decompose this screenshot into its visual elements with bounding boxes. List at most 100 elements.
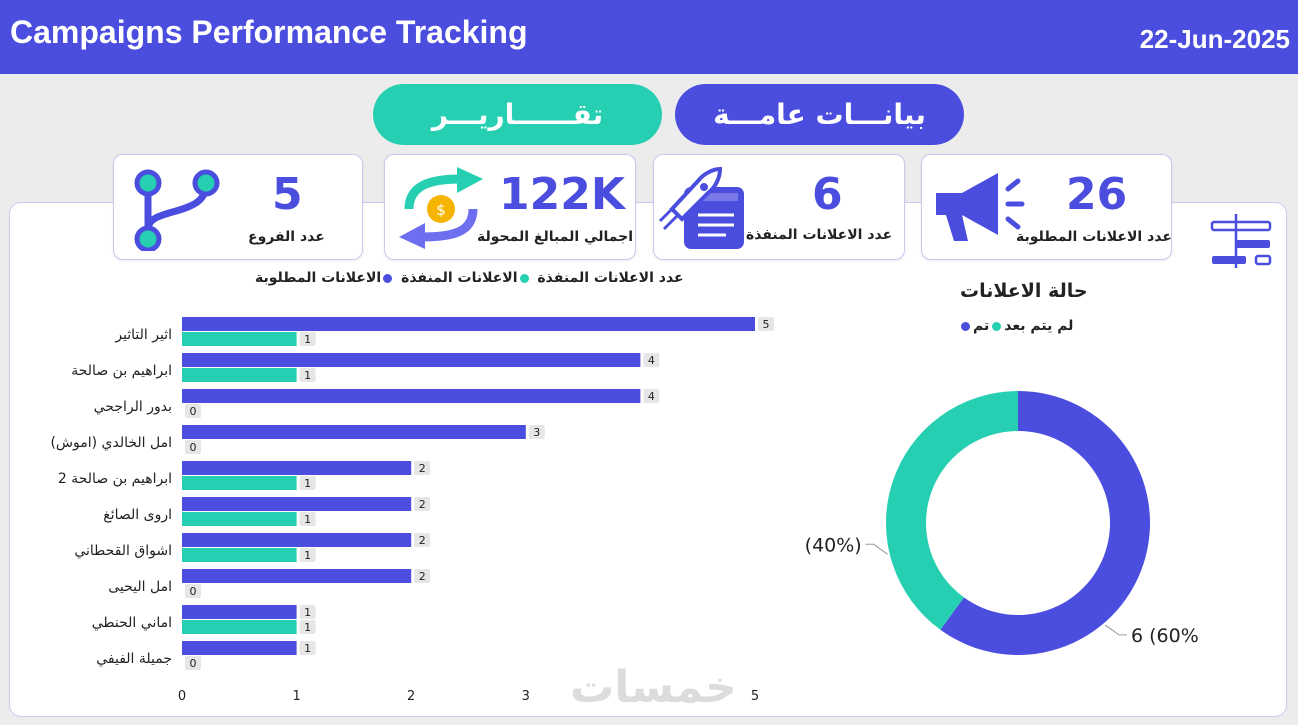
bar-legend-executed: الاعلانات المنفذة <box>401 270 518 286</box>
bar-requested[interactable] <box>182 317 755 331</box>
kpi-card-amounts: $ 122K اجمالي المبالغ المحولة <box>384 154 636 260</box>
data-label: 1 <box>304 369 311 382</box>
amounts-value: 122K <box>499 169 625 220</box>
data-label: 0 <box>190 585 197 598</box>
kpi-card-branches: 5 عدد الفروع <box>113 154 363 260</box>
x-tick-label: 5 <box>751 689 759 704</box>
data-label: 0 <box>190 441 197 454</box>
data-label-bg <box>299 368 316 382</box>
bar-requested[interactable] <box>182 533 412 547</box>
data-label: 2 <box>419 570 426 583</box>
data-label-bg <box>299 548 316 562</box>
data-label-bg <box>299 641 316 655</box>
x-tick-label: 4 <box>636 689 644 704</box>
donut-data-label: 4 (40%) <box>800 534 862 556</box>
bar-executed[interactable] <box>182 476 297 490</box>
category-label: اروى الصائغ <box>103 507 172 523</box>
bar-requested[interactable] <box>182 389 641 403</box>
data-label: 2 <box>419 534 426 547</box>
bar-legend-title: عدد الاعلانات المنفذة <box>537 270 684 286</box>
category-label: جميلة الفيفي <box>96 651 172 667</box>
executed-value: 6 <box>812 169 843 220</box>
donut-title: حالة الاعلانات <box>960 280 1088 302</box>
data-label-bg <box>414 569 431 583</box>
category-label: امل اليحيى <box>108 579 172 595</box>
reports-nav-button[interactable]: تقــــــاريـــر <box>373 84 662 145</box>
money-transfer-icon: $ <box>399 167 483 249</box>
branches-label: عدد الفروع <box>248 229 325 245</box>
bar-executed[interactable] <box>182 368 297 382</box>
donut-legend-pending: لم يتم بعد <box>1004 318 1074 334</box>
category-label: امل الخالدي (اموش) <box>50 435 172 451</box>
megaphone-icon <box>936 173 1025 241</box>
overview-nav-button[interactable]: بيانـــات عامـــة <box>675 84 964 145</box>
data-label: 0 <box>190 405 197 418</box>
legend-dot-requested <box>383 273 393 283</box>
data-label-bg <box>185 584 201 598</box>
data-label: 4 <box>648 390 655 403</box>
category-label: بدور الراجحي <box>94 399 172 415</box>
x-tick-label: 3 <box>522 689 530 704</box>
data-label-bg <box>185 404 201 418</box>
watermark: خمسات <box>570 662 737 713</box>
bar-requested[interactable] <box>182 497 412 511</box>
x-tick-label: 0 <box>178 689 186 704</box>
data-label-bg <box>299 512 316 526</box>
legend-dot-executed <box>519 273 529 283</box>
campaigns-bar-chart: اثير التاثير 5 1 ابراهيم بن صالحة 4 1 بدور الر… <box>50 317 774 704</box>
status-donut-chart: 6 (60%) 4 (40%) <box>800 391 1200 655</box>
bar-executed[interactable] <box>182 548 297 562</box>
bar-requested[interactable] <box>182 641 297 655</box>
data-label-bg <box>758 317 774 331</box>
x-tick-label: 1 <box>292 689 300 704</box>
data-label: 1 <box>304 333 311 346</box>
bar-executed[interactable] <box>182 620 297 634</box>
x-tick-label: 2 <box>407 689 415 704</box>
legend-dot-done <box>961 321 970 331</box>
data-label: 0 <box>190 657 197 670</box>
donut-leader-line <box>1104 624 1128 636</box>
data-label: 1 <box>304 513 311 526</box>
dashboard-title: Campaigns Performance Tracking <box>10 14 528 50</box>
data-label: 5 <box>763 318 770 331</box>
bar-requested[interactable] <box>182 353 641 367</box>
bar-requested[interactable] <box>182 425 526 439</box>
requested-label: عدد الاعلانات المطلوبة <box>1016 229 1172 245</box>
rocket-icon <box>658 166 744 249</box>
executed-label: عدد الاعلانات المنفذة <box>746 227 893 243</box>
category-label: اماني الحنطي <box>92 615 172 631</box>
bar-requested[interactable] <box>182 605 297 619</box>
data-label-bg <box>299 620 316 634</box>
requested-value: 26 <box>1066 169 1128 220</box>
data-label: 1 <box>304 642 311 655</box>
kpi-card-executed: 6 عدد الاعلانات المنفذة <box>653 154 905 260</box>
category-label: ابراهيم بن صالحة 2 <box>58 471 172 487</box>
data-label: 2 <box>419 498 426 511</box>
data-label: 1 <box>304 621 311 634</box>
category-label: اشواق القحطاني <box>74 543 172 559</box>
amounts-label: اجمالي المبالغ المحولة <box>477 229 633 245</box>
data-label: 4 <box>648 354 655 367</box>
donut-slice-done[interactable] <box>940 391 1150 655</box>
data-label-bg <box>299 476 316 490</box>
bar-requested[interactable] <box>182 569 412 583</box>
filter-panel-icon[interactable] <box>1210 212 1272 270</box>
data-label-bg <box>185 440 201 454</box>
bar-legend-requested: الاعلانات المطلوبة <box>255 270 382 286</box>
data-label: 1 <box>304 477 311 490</box>
legend-dot-pending <box>992 321 1002 331</box>
bar-executed[interactable] <box>182 332 297 346</box>
data-label-bg <box>414 461 431 475</box>
branches-value: 5 <box>272 169 303 220</box>
bar-chart-legend: عدد الاعلانات المنفذة الاعلانات المنفذة … <box>255 270 684 286</box>
donut-slice-pending[interactable] <box>886 391 1018 630</box>
bar-executed[interactable] <box>182 512 297 526</box>
donut-data-label: 6 (60%) <box>1131 625 1200 647</box>
data-label-bg <box>299 332 316 346</box>
data-label: 2 <box>419 462 426 475</box>
data-label-bg <box>299 605 316 619</box>
bar-requested[interactable] <box>182 461 412 475</box>
data-label-bg <box>528 425 545 439</box>
category-label: ابراهيم بن صالحة <box>71 363 172 379</box>
branch-icon <box>134 169 220 251</box>
